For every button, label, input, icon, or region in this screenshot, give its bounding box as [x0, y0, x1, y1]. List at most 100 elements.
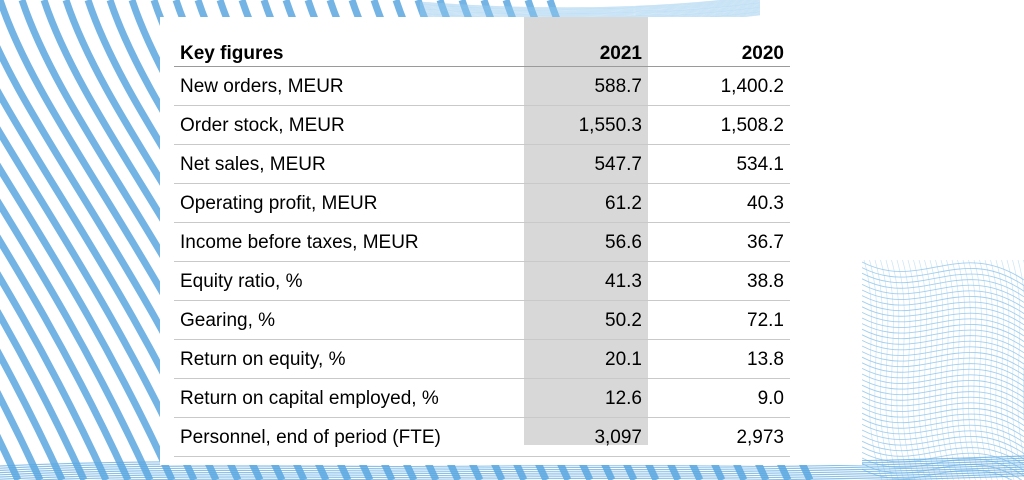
- wave-line: [861, 289, 1024, 309]
- wave-line: [861, 407, 1024, 426]
- wave-line: [0, 162, 176, 480]
- row-label: Return on equity, %: [174, 339, 524, 379]
- table-row: Order stock, MEUR 1,550.3 1,508.2: [174, 105, 790, 145]
- wave-line: [419, 0, 745, 10]
- wave-line: [869, 259, 888, 480]
- wave-line: [861, 278, 1024, 298]
- value-2020: 534.1: [648, 144, 790, 184]
- table-row: Personnel, end of period (FTE) 3,097 2,973: [174, 417, 790, 457]
- key-figures-table: Key figures 2021 2020 New orders, MEUR 58…: [174, 44, 790, 457]
- table-row: New orders, MEUR 588.7 1,400.2: [174, 66, 790, 106]
- wave-line: [940, 259, 960, 480]
- wave-line: [984, 259, 1004, 480]
- wave-line: [861, 362, 1024, 382]
- value-2021: 12.6: [524, 378, 648, 418]
- wave-line: [935, 259, 954, 480]
- row-label: Gearing, %: [174, 300, 524, 340]
- row-label: Equity ratio, %: [174, 261, 524, 301]
- wave-line: [861, 351, 1024, 370]
- wave-line: [968, 259, 987, 480]
- wave-line: [861, 334, 1024, 354]
- wave-line: [861, 457, 1024, 477]
- wave-line: [861, 306, 1024, 326]
- wave-line: [18, 470, 1024, 480]
- wave-line: [861, 261, 1024, 281]
- wave-line: [0, 309, 88, 480]
- wave-line: [995, 259, 1015, 480]
- table-row: Net sales, MEUR 547.7 534.1: [174, 144, 790, 184]
- row-label: Order stock, MEUR: [174, 105, 524, 145]
- value-2021: 3,097: [524, 417, 648, 457]
- value-2021: 50.2: [524, 300, 648, 340]
- wave-line: [419, 0, 729, 9]
- value-2020: 40.3: [648, 183, 790, 223]
- wave-line: [924, 259, 943, 480]
- wave-line: [861, 340, 1024, 359]
- value-2020: 36.7: [648, 222, 790, 262]
- wave-line: [861, 412, 1024, 432]
- wave-line: [861, 446, 1024, 466]
- value-2021: 547.7: [524, 144, 648, 184]
- wave-line: [861, 368, 1024, 387]
- column-header-2021: 2021: [524, 44, 648, 67]
- wave-line: [419, 3, 761, 17]
- wave-line: [861, 272, 1024, 292]
- wave-line: [419, 0, 761, 13]
- wave-line: [419, 0, 753, 11]
- table-row: Return on equity, % 20.1 13.8: [174, 339, 790, 379]
- wave-line: [0, 348, 66, 480]
- wave-line: [861, 424, 1024, 443]
- wave-line: [861, 401, 1024, 421]
- wave-line: [946, 259, 965, 480]
- table-row: Return on capital employed, % 12.6 9.0: [174, 378, 790, 418]
- wave-line: [861, 384, 1024, 404]
- wave-line: [88, 473, 1024, 480]
- wave-line: [874, 259, 894, 480]
- wave-line: [861, 323, 1024, 342]
- key-figures-card: Key figures 2021 2020 New orders, MEUR 58…: [160, 17, 862, 465]
- wave-line: [861, 267, 1024, 286]
- right-wave-pattern: [861, 259, 1024, 480]
- wave-line: [1006, 259, 1024, 478]
- wave-line: [891, 259, 910, 480]
- table-row: Operating profit, MEUR 61.2 40.3: [174, 183, 790, 223]
- wave-line: [0, 466, 1024, 478]
- wave-line: [880, 259, 899, 480]
- wave-line: [861, 328, 1024, 348]
- value-2020: 13.8: [648, 339, 790, 379]
- row-label: Operating profit, MEUR: [174, 183, 524, 223]
- wave-line: [0, 464, 1024, 476]
- value-2021: 20.1: [524, 339, 648, 379]
- wave-line: [0, 459, 1024, 471]
- wave-line: [918, 259, 938, 480]
- wave-line: [979, 259, 998, 480]
- value-2020: 1,508.2: [648, 105, 790, 145]
- wave-line: [419, 2, 761, 16]
- row-label: Net sales, MEUR: [174, 144, 524, 184]
- value-2021: 61.2: [524, 183, 648, 223]
- wave-line: [419, 0, 737, 10]
- wave-line: [861, 418, 1024, 438]
- value-2020: 2,973: [648, 417, 790, 457]
- wave-line: [0, 462, 1024, 474]
- wave-line: [861, 429, 1024, 449]
- wave-line: [0, 468, 1024, 480]
- value-2021: 1,550.3: [524, 105, 648, 145]
- wave-line: [902, 259, 921, 480]
- wave-line: [861, 468, 1013, 480]
- wave-line: [861, 396, 1024, 415]
- wave-line: [929, 259, 949, 480]
- value-2021: 41.3: [524, 261, 648, 301]
- wave-line: [951, 259, 971, 480]
- wave-line: [896, 259, 916, 480]
- wave-line: [419, 1, 761, 15]
- wave-line: [419, 0, 761, 12]
- wave-line: [913, 259, 932, 480]
- value-2020: 1,400.2: [648, 66, 790, 106]
- wave-line: [861, 295, 1024, 314]
- wave-line: [1017, 259, 1024, 424]
- wave-line: [419, 1, 761, 14]
- wave-line: [973, 259, 993, 480]
- wave-line: [863, 259, 883, 480]
